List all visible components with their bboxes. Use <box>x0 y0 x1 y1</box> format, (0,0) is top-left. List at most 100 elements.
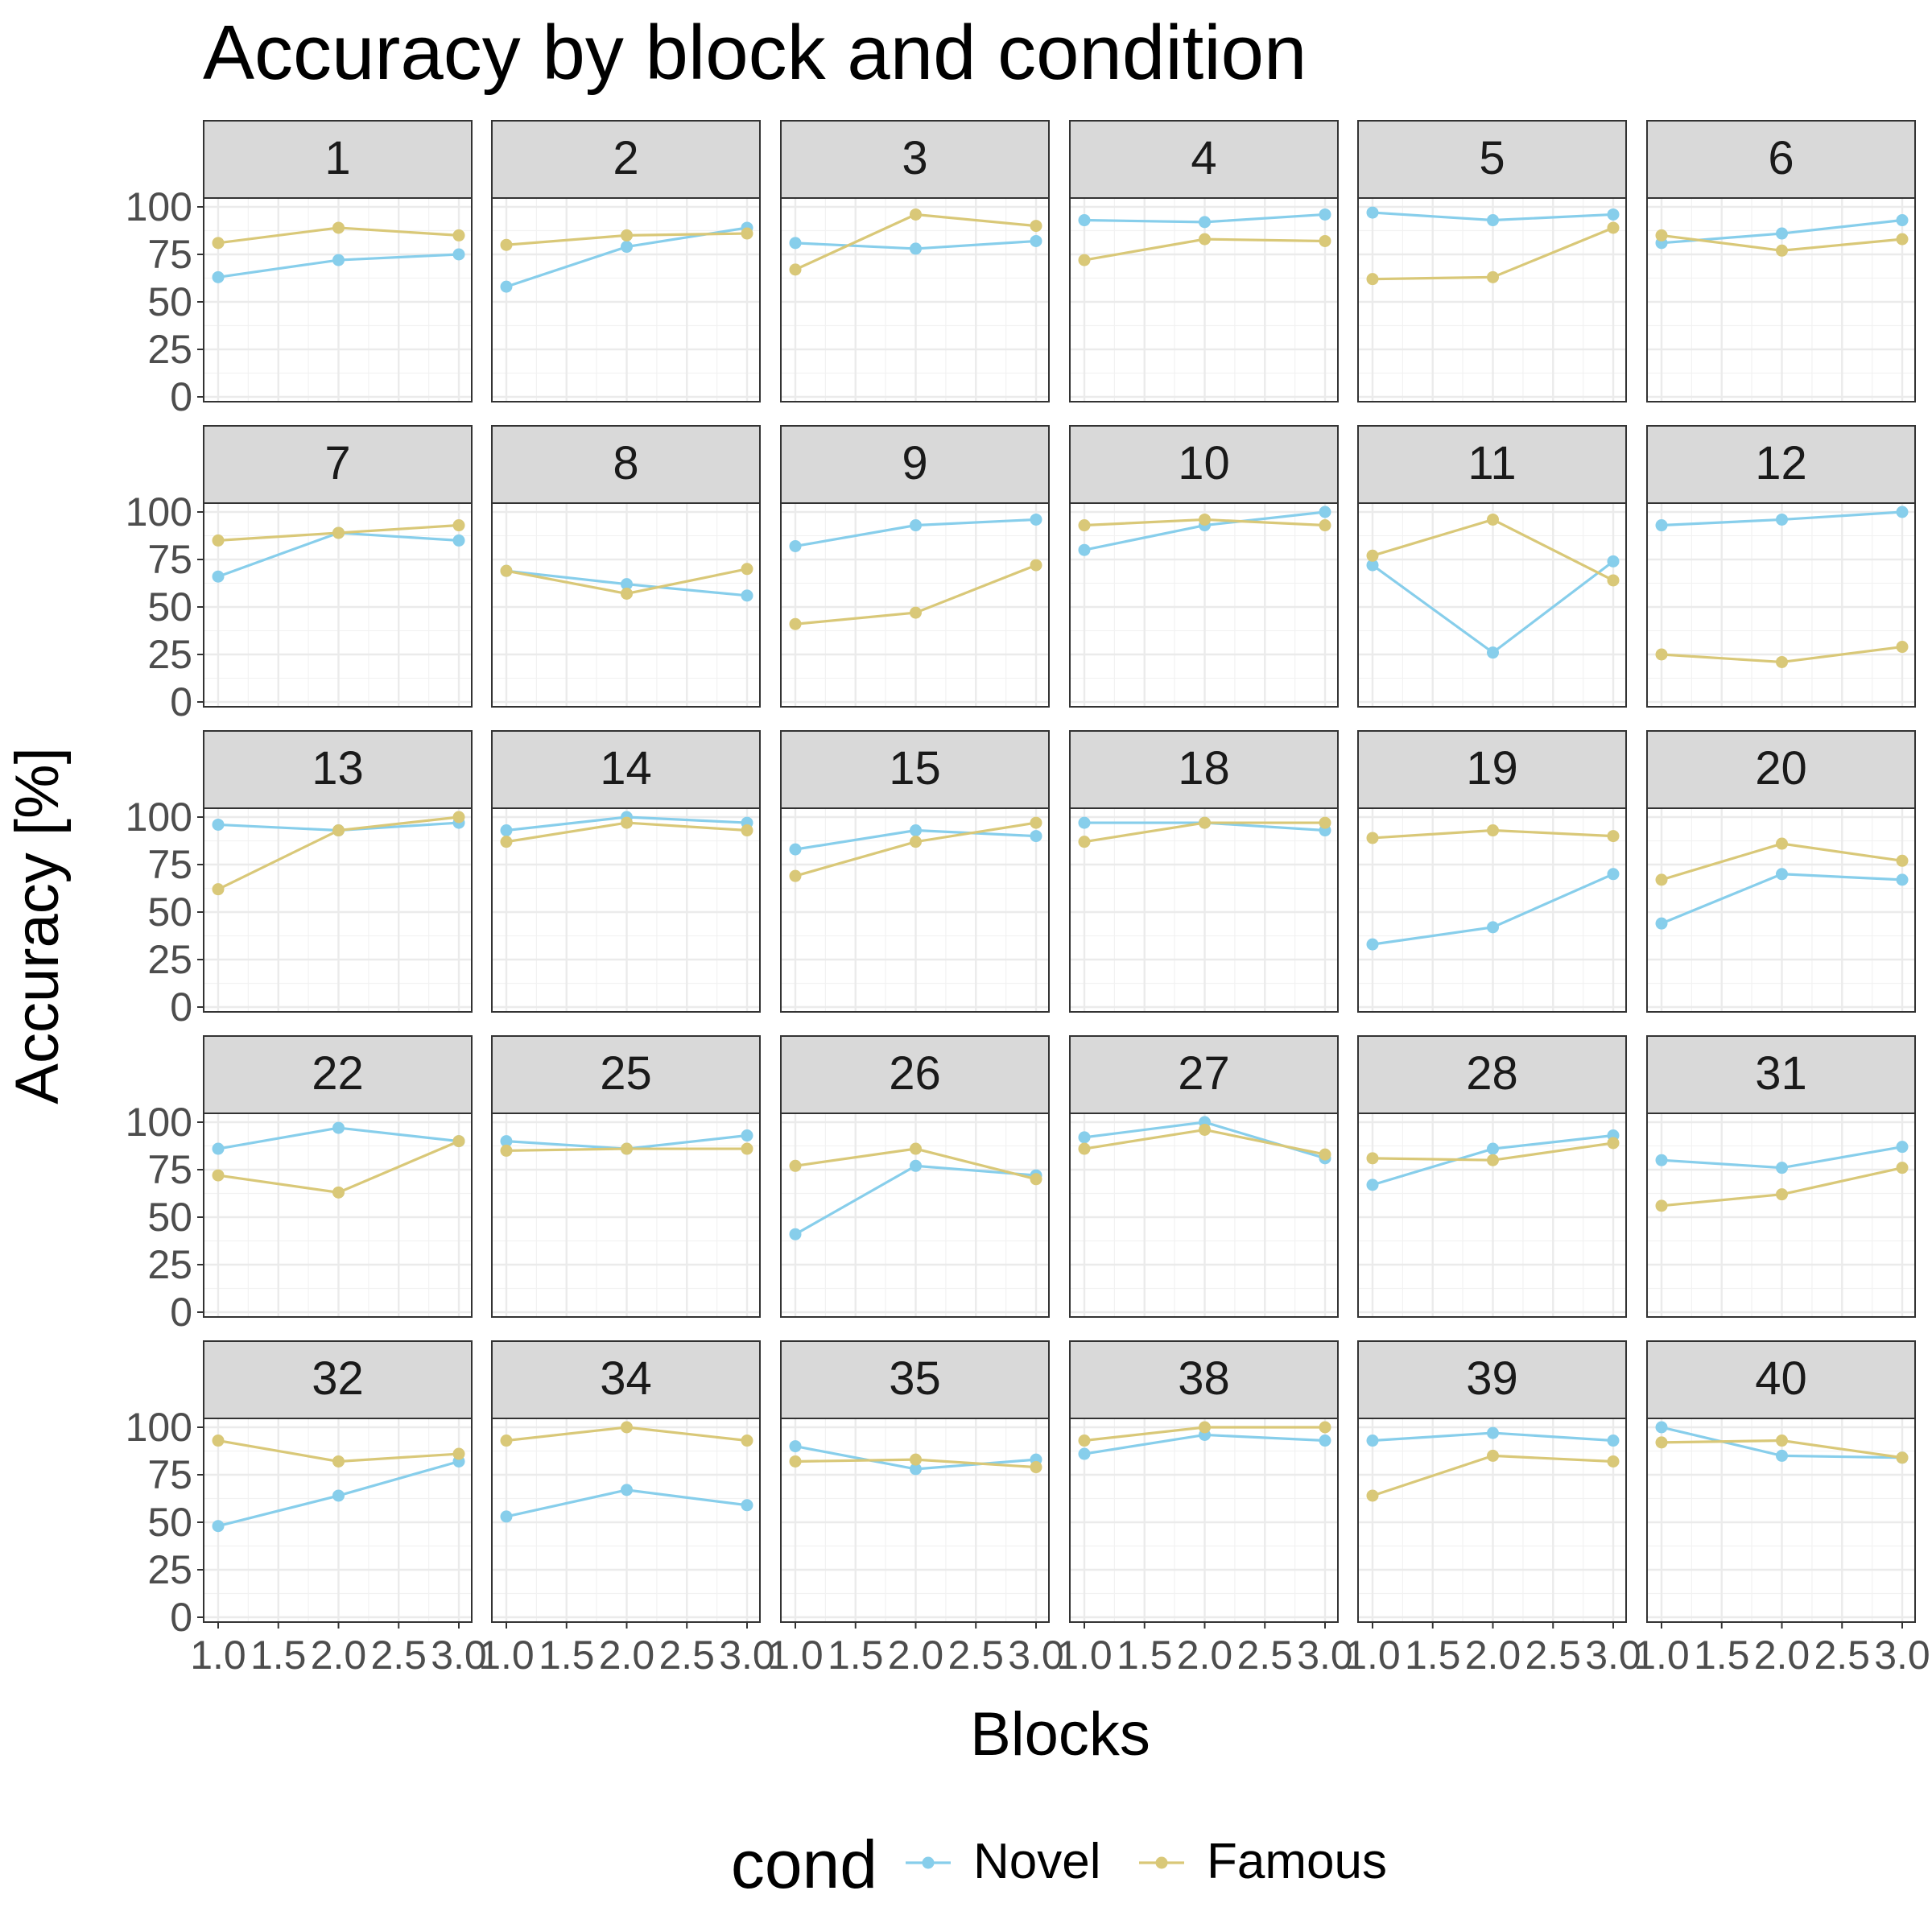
data-point-famous <box>1199 1123 1211 1136</box>
data-point-famous <box>1030 1461 1042 1474</box>
data-point-famous <box>789 1159 802 1172</box>
data-point-famous <box>1607 221 1620 234</box>
facet-strip <box>1646 1340 1916 1419</box>
facet-strip <box>780 1340 1050 1419</box>
legend-key-point <box>922 1856 935 1869</box>
data-point-novel <box>1078 816 1091 829</box>
facet-panel-26: 26 <box>780 1035 1050 1318</box>
x-tick-label: 1.5 <box>1405 1633 1461 1678</box>
facet-panel-2: 2 <box>491 120 761 402</box>
data-point-novel <box>1366 1435 1379 1447</box>
data-point-novel <box>1487 921 1499 934</box>
x-tick-label: 1.5 <box>828 1633 884 1678</box>
data-point-famous <box>1078 836 1091 848</box>
x-tick-label: 2.0 <box>1177 1633 1233 1678</box>
data-point-famous <box>1655 229 1668 242</box>
x-tick-label: 3.0 <box>1008 1633 1064 1678</box>
data-point-famous <box>741 824 753 837</box>
data-point-novel <box>212 270 225 283</box>
y-tick-label: 50 <box>147 1500 192 1545</box>
x-tick-label: 2.5 <box>1814 1633 1870 1678</box>
data-point-famous <box>910 836 922 848</box>
data-point-famous <box>789 1455 802 1468</box>
facet-strip-label: 7 <box>324 437 350 489</box>
data-point-novel <box>1896 1141 1909 1154</box>
data-point-famous <box>1366 549 1379 562</box>
panel-border <box>491 807 761 1013</box>
x-tick-label: 1.0 <box>190 1633 246 1678</box>
data-point-famous <box>212 534 225 547</box>
data-point-novel <box>1078 1131 1091 1144</box>
data-point-famous <box>910 1142 922 1155</box>
x-tick-label: 2.0 <box>1465 1633 1521 1678</box>
x-tick-label: 1.0 <box>1056 1633 1113 1678</box>
data-point-famous <box>1319 519 1331 532</box>
panel-border <box>1069 197 1339 402</box>
data-point-novel <box>212 1520 225 1533</box>
data-point-famous <box>1776 1188 1788 1201</box>
facet-panel-19: 19 <box>1357 730 1627 1013</box>
panel-border <box>203 502 473 708</box>
facet-strip <box>780 425 1050 504</box>
facet-strip <box>1069 1340 1339 1419</box>
facet-panel-5: 5 <box>1357 120 1627 402</box>
data-point-novel <box>910 1463 922 1476</box>
data-point-famous <box>212 1435 225 1447</box>
x-tick-label: 2.0 <box>888 1633 944 1678</box>
y-tick-label: 75 <box>147 232 192 277</box>
data-point-famous <box>500 564 513 577</box>
facet-strip-label: 19 <box>1466 742 1518 795</box>
data-point-novel <box>452 248 465 261</box>
facet-strip <box>1357 120 1627 199</box>
data-point-novel <box>1366 938 1379 951</box>
x-tick-label: 2.5 <box>1525 1633 1581 1678</box>
facet-panel-39: 39 1.0 1.5 2.0 2.5 3.0 <box>1344 1340 1641 1678</box>
legend: cond Novel Famous <box>731 1827 1387 1902</box>
y-tick-label: 50 <box>147 1195 192 1240</box>
data-point-famous <box>1487 1154 1499 1166</box>
data-point-novel <box>1655 917 1668 930</box>
data-point-novel <box>1366 206 1379 219</box>
facet-strip <box>203 120 473 199</box>
x-tick-label: 2.5 <box>658 1633 715 1678</box>
panel-border <box>203 197 473 402</box>
panel-border <box>1646 1113 1916 1318</box>
data-point-novel <box>910 824 922 837</box>
y-tick-label: 100 <box>126 1100 192 1145</box>
facet-strip <box>1646 1035 1916 1114</box>
facet-panel-18: 18 <box>1069 730 1339 1013</box>
data-point-novel <box>789 539 802 552</box>
facet-strip-label: 25 <box>600 1047 652 1100</box>
y-tick-label: 100 <box>126 489 192 535</box>
facet-panel-3: 3 <box>780 120 1050 402</box>
data-point-famous <box>500 238 513 251</box>
facet-strip-label: 9 <box>902 437 927 489</box>
facet-strip-label: 11 <box>1468 437 1516 489</box>
x-tick-label: 1.5 <box>1117 1633 1173 1678</box>
data-point-famous <box>1607 1455 1620 1468</box>
data-point-novel <box>910 242 922 255</box>
data-point-novel <box>1030 234 1042 247</box>
data-point-novel <box>332 1489 345 1502</box>
data-point-famous <box>1366 1489 1379 1502</box>
data-point-novel <box>1776 1162 1788 1174</box>
x-tick-label: 1.5 <box>1694 1633 1750 1678</box>
facet-strip-label: 15 <box>889 742 941 795</box>
y-tick-label: 100 <box>126 184 192 229</box>
facet-panel-4: 4 <box>1069 120 1339 402</box>
facet-panel-8: 8 <box>491 425 761 708</box>
data-point-novel <box>789 843 802 856</box>
y-tick-label: 25 <box>147 327 192 372</box>
data-point-famous <box>500 836 513 848</box>
data-point-novel <box>1078 1447 1091 1460</box>
facet-strip <box>1646 120 1916 199</box>
data-point-novel <box>1078 214 1091 227</box>
facet-strip <box>491 1340 761 1419</box>
data-point-novel <box>741 589 753 602</box>
data-point-famous <box>1078 254 1091 266</box>
data-point-famous <box>1366 1152 1379 1165</box>
data-point-famous <box>1366 273 1379 286</box>
facet-strip-label: 4 <box>1191 132 1216 184</box>
